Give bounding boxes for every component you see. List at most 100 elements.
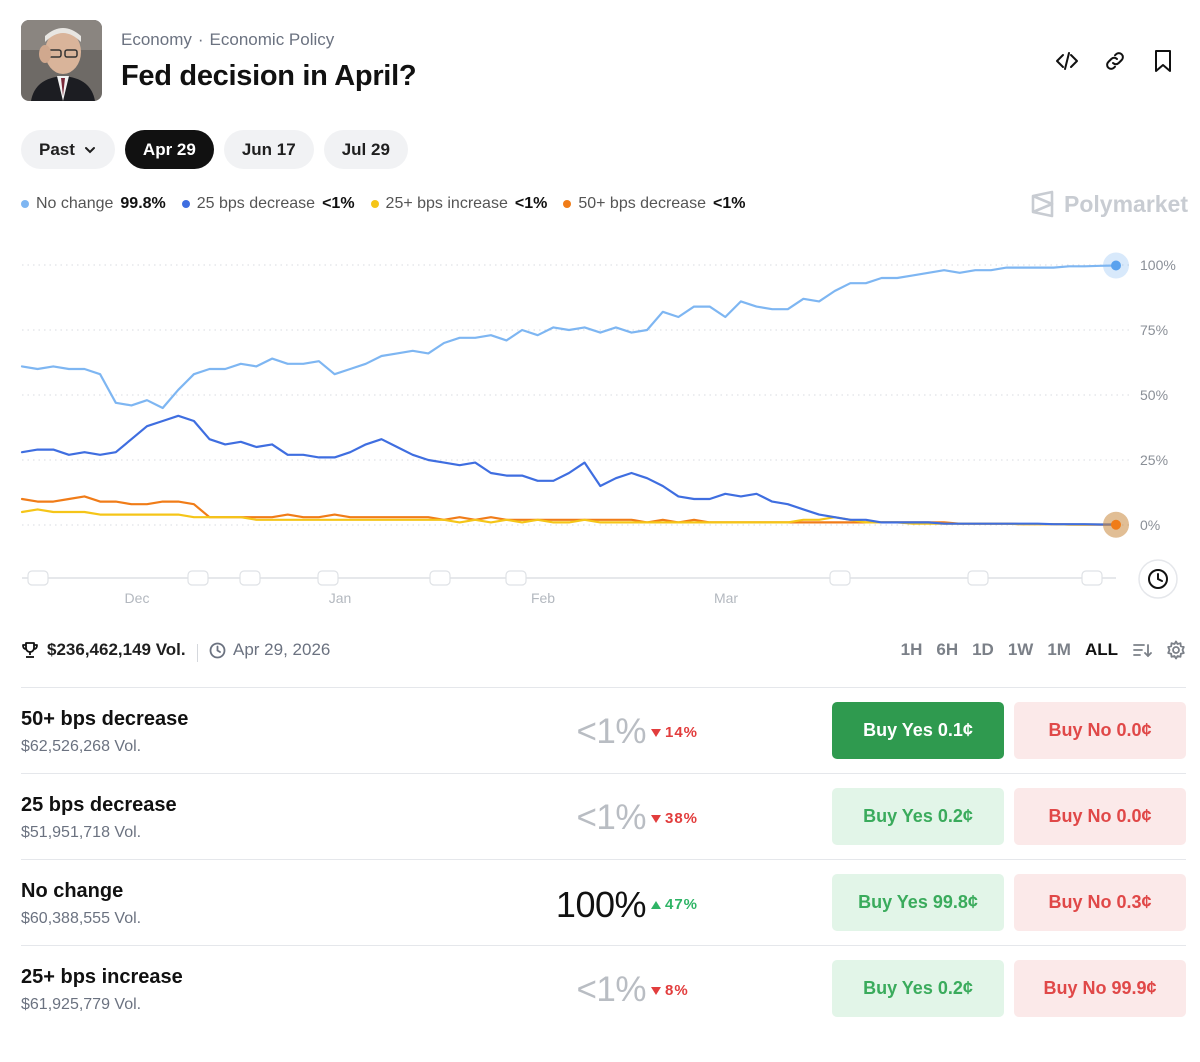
total-volume-value: $236,462,149 Vol. [47, 640, 186, 659]
outcome-change: 47% [651, 896, 698, 913]
outcome-probability: <1% [576, 970, 646, 1009]
buy-yes-button[interactable]: Buy Yes 0.1¢ [832, 702, 1004, 759]
legend-value: <1% [712, 195, 746, 212]
end-date: Apr 29, 2026 [209, 640, 330, 660]
x-tick-label: Feb [531, 590, 555, 606]
range-all[interactable]: ALL [1084, 640, 1118, 659]
timeline-marker [1081, 570, 1103, 586]
series-line-50-bps-decrease [20, 495, 1118, 526]
range-1m[interactable]: 1M [1047, 640, 1071, 659]
market-thumbnail [21, 20, 102, 101]
outcome-change-value: 38% [665, 810, 699, 827]
y-tick-label: 100% [1140, 257, 1176, 273]
breadcrumb-separator: · [197, 30, 204, 49]
settings-gear-icon[interactable] [1166, 640, 1186, 660]
bookmark-icon[interactable] [1150, 48, 1176, 74]
timeline-marker [187, 570, 209, 586]
range-1h[interactable]: 1H [900, 640, 923, 659]
brand-name: Polymarket [1064, 190, 1189, 217]
y-tick-label: 25% [1140, 452, 1168, 468]
timeline-scrubber[interactable] [22, 570, 1116, 586]
timeline-marker [505, 570, 527, 586]
legend-dot [370, 200, 379, 208]
chart-series [20, 264, 1118, 526]
series-line-25-bps-decrease [20, 414, 1118, 526]
buy-yes-price: 0.1¢ [937, 720, 973, 740]
header-actions [1054, 48, 1176, 74]
legend-dot [181, 200, 190, 208]
price-history-chart[interactable]: 100% 75% 50% 25% 0% Dec Jan Feb Mar [0, 240, 1200, 620]
range-1w[interactable]: 1W [1007, 640, 1034, 659]
chart-grid [22, 264, 1130, 526]
x-tick-label: Dec [125, 590, 150, 606]
triangle-down-icon [651, 728, 661, 737]
buy-no-button[interactable]: Buy No 99.9¢ [1014, 960, 1186, 1017]
timeline-marker [829, 570, 851, 586]
buy-yes-price: 0.2¢ [937, 978, 973, 998]
buy-no-label: Buy No [1043, 978, 1107, 998]
buy-yes-label: Buy Yes [863, 720, 933, 740]
breadcrumb-category[interactable]: Economy [121, 30, 192, 49]
link-icon[interactable] [1102, 48, 1128, 74]
triangle-down-icon [651, 814, 661, 823]
legend-label: 50+ bps decrease [578, 195, 706, 212]
buy-no-label: Buy No [1048, 806, 1112, 826]
trophy-icon [22, 642, 38, 658]
date-tabs: Past Apr 29 Jun 17 Jul 29 [21, 130, 408, 169]
embed-code-icon[interactable] [1054, 48, 1080, 74]
buy-no-button[interactable]: Buy No 0.0¢ [1014, 788, 1186, 845]
chart-endpoints [1103, 252, 1129, 538]
range-6h[interactable]: 6H [936, 640, 959, 659]
buy-yes-label: Buy Yes [863, 806, 933, 826]
timeline-marker [429, 570, 451, 586]
outcome-row-25-bps-decrease[interactable]: 25 bps decrease $51,951,718 Vol. <1% 38%… [21, 773, 1186, 859]
range-1d[interactable]: 1D [972, 640, 994, 659]
legend-item-25-bps-increase: 25+ bps increase <1% [370, 195, 548, 213]
timeline-marker [27, 570, 49, 586]
x-tick-label: Jan [329, 590, 352, 606]
tab-apr-29[interactable]: Apr 29 [124, 130, 214, 169]
triangle-up-icon [651, 900, 661, 909]
outcome-change-value: 8% [665, 982, 689, 999]
past-label: Past [39, 139, 75, 159]
outcome-row-no-change[interactable]: No change $60,388,555 Vol. 100% 47% Buy … [21, 859, 1186, 945]
outcome-row-25-bps-increase[interactable]: 25+ bps increase $61,925,779 Vol. <1% 8%… [21, 945, 1186, 1031]
sort-icon[interactable] [1132, 640, 1152, 660]
breadcrumb-subcategory[interactable]: Economic Policy [209, 30, 335, 49]
buy-yes-button[interactable]: Buy Yes 0.2¢ [832, 788, 1004, 845]
outcome-volume: $62,526,268 Vol. [21, 738, 142, 755]
legend-item-50-bps-decrease: 50+ bps decrease <1% [563, 195, 745, 213]
outcome-volume: $61,925,779 Vol. [21, 996, 142, 1013]
triangle-down-icon [651, 986, 661, 995]
endpoint-dot-no-change [1111, 260, 1121, 271]
outcome-change: 38% [651, 810, 698, 827]
legend-value: <1% [322, 195, 355, 212]
legend-value: 99.8% [120, 195, 166, 212]
legend-dot [563, 200, 572, 208]
chevron-down-icon [84, 146, 95, 153]
buy-yes-button[interactable]: Buy Yes 0.2¢ [832, 960, 1004, 1017]
outcome-volume: $60,388,555 Vol. [21, 910, 142, 927]
timeline-marker [239, 570, 261, 586]
x-tick-label: Mar [714, 590, 738, 606]
buy-no-button[interactable]: Buy No 0.0¢ [1014, 702, 1186, 759]
tab-jul-29[interactable]: Jul 29 [323, 130, 408, 169]
breadcrumb: Economy · Economic Policy [121, 30, 334, 50]
past-dropdown[interactable]: Past [21, 130, 115, 169]
buy-yes-button[interactable]: Buy Yes 99.8¢ [832, 874, 1004, 931]
outcome-list: 50+ bps decrease $62,526,268 Vol. <1% 14… [21, 687, 1186, 1031]
buy-yes-label: Buy Yes [863, 978, 933, 998]
tab-jun-17[interactable]: Jun 17 [223, 130, 314, 169]
outcome-probability: 100% [555, 884, 647, 925]
legend-dot [21, 200, 29, 208]
buy-no-label: Buy No [1048, 720, 1112, 740]
x-axis-labels: Dec Jan Feb Mar [125, 590, 739, 606]
legend-label: 25+ bps increase [385, 195, 508, 212]
legend-value: <1% [514, 195, 548, 212]
series-line-no-change [20, 264, 1118, 410]
chart-legend: No change 99.8% 25 bps decrease <1% 25+ … [21, 195, 745, 213]
legend-item-25-bps-decrease: 25 bps decrease <1% [181, 195, 355, 213]
outcome-row-50-bps-decrease[interactable]: 50+ bps decrease $62,526,268 Vol. <1% 14… [21, 687, 1186, 773]
buy-no-button[interactable]: Buy No 0.3¢ [1014, 874, 1186, 931]
history-button[interactable] [1138, 559, 1178, 599]
